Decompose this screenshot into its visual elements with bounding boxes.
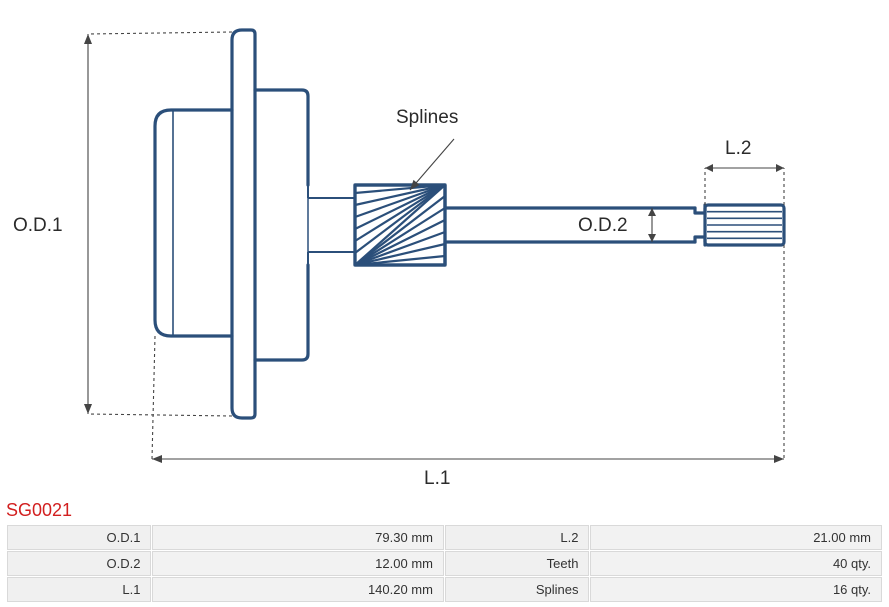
part-code: SG0021 — [6, 500, 72, 521]
spec-value: 12.00 mm — [152, 551, 444, 576]
label-od2: O.D.2 — [578, 215, 628, 237]
spec-value: 79.30 mm — [152, 525, 444, 550]
engineering-drawing — [0, 0, 889, 498]
diagram-area: Splines O.D.1 O.D.2 L.1 L.2 — [0, 0, 889, 498]
spec-value: 16 qty. — [590, 577, 882, 602]
spec-key: Splines — [445, 577, 589, 602]
spec-value: 140.20 mm — [152, 577, 444, 602]
spec-value: 40 qty. — [590, 551, 882, 576]
spec-table: O.D.179.30 mmL.221.00 mmO.D.212.00 mmTee… — [6, 524, 883, 603]
spec-key: Teeth — [445, 551, 589, 576]
spec-key: O.D.1 — [7, 525, 151, 550]
spec-key: O.D.2 — [7, 551, 151, 576]
spec-key: L.1 — [7, 577, 151, 602]
table-row: O.D.179.30 mmL.221.00 mm — [7, 525, 882, 550]
table-row: O.D.212.00 mmTeeth40 qty. — [7, 551, 882, 576]
label-splines: Splines — [396, 107, 458, 129]
table-row: L.1140.20 mmSplines16 qty. — [7, 577, 882, 602]
spec-value: 21.00 mm — [590, 525, 882, 550]
label-od1: O.D.1 — [13, 215, 63, 237]
spec-key: L.2 — [445, 525, 589, 550]
label-l2: L.2 — [725, 138, 751, 160]
label-l1: L.1 — [424, 468, 450, 490]
